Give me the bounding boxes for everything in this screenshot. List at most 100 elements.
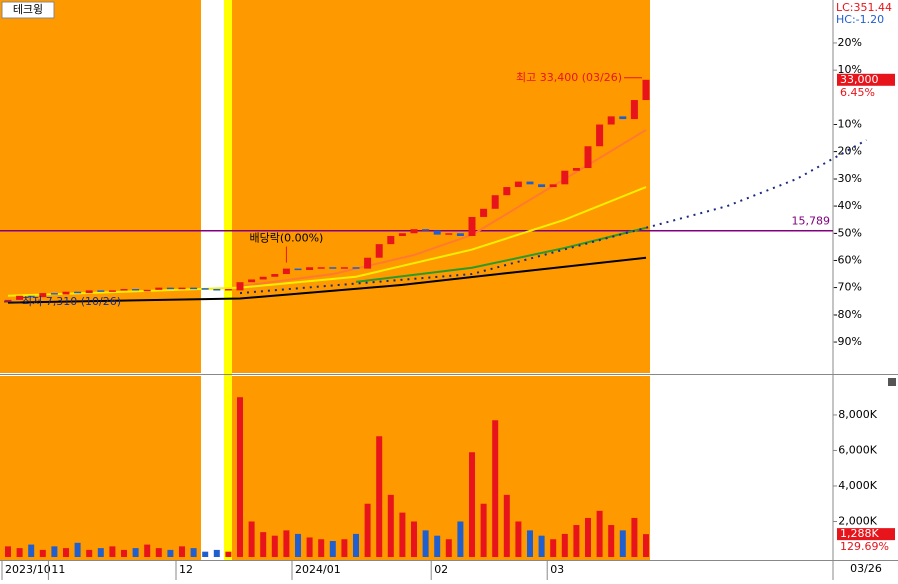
candle — [155, 287, 163, 290]
candle — [294, 268, 302, 271]
volume-bar — [399, 512, 406, 557]
y-tick-label: -20% — [834, 145, 862, 158]
candle — [549, 184, 557, 188]
volume-bar — [5, 546, 11, 557]
volume-bar — [121, 549, 127, 557]
volume-bar — [515, 521, 522, 557]
last-pct-label: 6.45% — [840, 86, 875, 99]
candle — [236, 282, 244, 291]
y-tick-label: -80% — [834, 308, 862, 321]
volume-bar — [167, 549, 174, 557]
volume-bar — [387, 494, 394, 557]
volume-bar — [271, 535, 278, 557]
high-note: 최고 33,400 (03/26) — [516, 71, 622, 84]
candle — [50, 293, 58, 295]
volume-bar — [237, 397, 243, 557]
volume-bar — [179, 546, 185, 557]
last-price-label: 33,000 — [840, 73, 879, 86]
volume-bar — [248, 521, 255, 557]
volume-pane-bg — [0, 376, 650, 560]
candle — [584, 146, 592, 169]
low-note: 최저 7,310 (10/26) — [22, 295, 121, 308]
candle — [422, 229, 430, 231]
candle — [538, 184, 546, 188]
volume-bar — [63, 548, 69, 557]
volume-bar — [492, 420, 499, 557]
hc-label: HC:-1.20 — [836, 13, 884, 26]
volume-bar — [155, 548, 162, 557]
candle — [619, 116, 627, 120]
x-tick-label: 02 — [434, 563, 448, 576]
volume-bar — [295, 533, 301, 557]
candle — [74, 291, 82, 294]
volume-bar — [39, 549, 46, 557]
last-volume-pct: 129.69% — [840, 540, 889, 553]
moving-average — [7, 186, 647, 297]
candle — [259, 276, 267, 280]
volume-bar — [364, 503, 371, 557]
volume-bar — [445, 539, 452, 557]
candle — [190, 287, 198, 290]
candle — [340, 267, 348, 269]
moving-average — [355, 226, 647, 283]
candle — [166, 287, 174, 290]
y-tick-label: 20% — [838, 36, 862, 49]
candle — [642, 79, 650, 101]
candle — [596, 124, 604, 147]
last-price-box — [837, 73, 895, 86]
candle — [306, 267, 314, 270]
volume-bar — [434, 535, 441, 557]
volume-bar — [527, 530, 533, 557]
y-tick-label: -50% — [834, 226, 862, 239]
candle — [16, 295, 24, 300]
volume-bar — [190, 548, 197, 557]
lc-label: LC:351.44 — [836, 1, 892, 14]
candle — [4, 299, 12, 302]
volume-bar — [596, 510, 603, 557]
tab[interactable] — [1, 1, 55, 19]
volume-bar — [144, 544, 151, 557]
y-tick-label: 2,000K — [838, 514, 877, 527]
volume-bar — [213, 549, 220, 557]
candle — [97, 290, 105, 292]
volume-bar — [202, 551, 209, 557]
candle — [468, 216, 476, 236]
candle — [630, 100, 638, 120]
candle — [526, 181, 534, 185]
dividend-note: 배당락(0.00%) — [249, 232, 323, 245]
volume-bar — [469, 452, 475, 557]
volume-bar — [538, 535, 545, 557]
candle — [514, 181, 522, 188]
volume-bar — [341, 539, 348, 557]
y-tick-label: 10% — [838, 63, 862, 76]
volume-bar — [51, 546, 58, 557]
volume-bar — [411, 521, 417, 557]
candle — [62, 291, 70, 295]
volume-bar — [74, 542, 81, 557]
volume-bar — [260, 532, 267, 557]
candle — [132, 288, 140, 291]
candle — [607, 116, 615, 125]
candle — [480, 208, 488, 217]
candle — [352, 267, 360, 269]
candle — [387, 235, 395, 245]
highlight-band — [224, 0, 232, 560]
candle — [282, 268, 290, 275]
volume-bar — [422, 530, 429, 557]
candle — [143, 289, 151, 292]
candle — [201, 288, 209, 290]
y-tick-label: -40% — [834, 199, 862, 212]
tab-title[interactable]: 테크윙 — [13, 3, 43, 16]
reference-label: 15,789 — [792, 215, 831, 228]
candle — [317, 267, 325, 269]
volume-bar — [619, 530, 626, 557]
x-tick-label: 11 — [51, 563, 65, 576]
volume-bar — [306, 537, 313, 557]
y-tick-label: 4,000K — [838, 479, 877, 492]
y-tick-label: -10% — [834, 118, 862, 131]
close-button[interactable] — [888, 378, 896, 386]
volume-bar — [573, 525, 580, 557]
volume-bar — [28, 544, 35, 557]
candle — [410, 229, 418, 234]
